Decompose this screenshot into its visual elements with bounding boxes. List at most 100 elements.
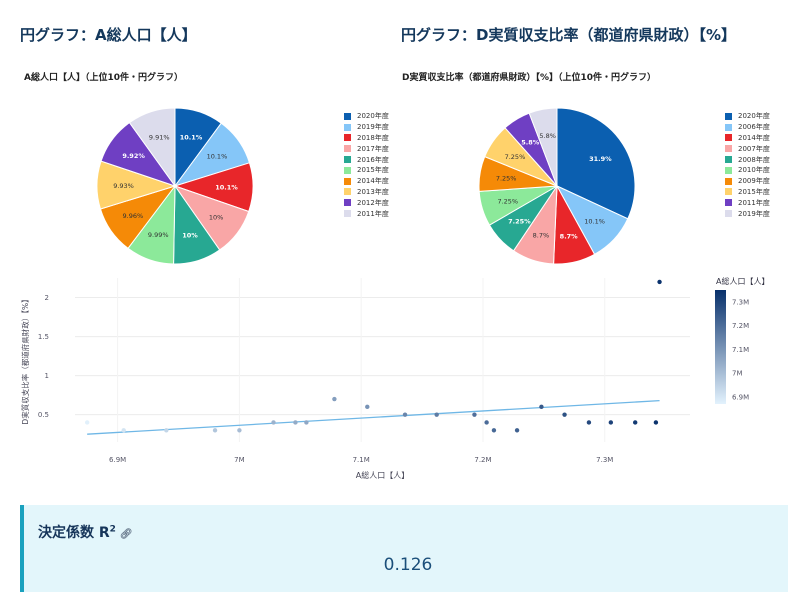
scatter-point[interactable]	[293, 420, 298, 425]
pie-a-legend-item[interactable]: 2015年度	[344, 165, 389, 176]
pie-a-legend-item[interactable]: 2020年度	[344, 111, 389, 122]
pie-d-legend-item[interactable]: 2011年度	[725, 197, 770, 208]
pie-a-slice-label: 9.99%	[148, 231, 169, 239]
x-axis-title: A総人口【人】	[356, 470, 409, 480]
scatter-point[interactable]	[212, 428, 218, 433]
link-icon[interactable]: 🔗︎	[119, 529, 133, 540]
pie-a-legend-item[interactable]: 2019年度	[344, 122, 389, 133]
pie-a-legend-item[interactable]: 2018年度	[344, 133, 389, 144]
pie-a-legend-swatch	[344, 112, 351, 120]
pie-d-legend-label: 2009年度	[738, 177, 770, 186]
scatter-point[interactable]	[472, 412, 477, 417]
y-axis-title: D実質収支比率（都道府県財政）【%】	[20, 295, 30, 424]
pie-d-slice-label: 7.25%	[508, 218, 531, 226]
pie-d-slice[interactable]	[528, 107, 558, 187]
pie-d-slice-label: 31.9%	[589, 155, 612, 163]
pie-d-legend-item[interactable]: 2008年度	[725, 154, 770, 165]
scatter-point[interactable]	[514, 428, 520, 433]
pie-d-legend-label: 2014年度	[738, 133, 770, 142]
r2-title-sup: 2	[109, 524, 116, 535]
pie-a-legend-swatch	[344, 156, 351, 164]
y-tick-label: 1.5	[38, 333, 49, 341]
scatter-point[interactable]	[657, 279, 662, 285]
pie-a-slice-label: 10.1%	[215, 183, 238, 191]
pie-d-legend-item[interactable]: 2010年度	[725, 165, 770, 176]
pie-d-legend-item[interactable]: 2015年度	[725, 187, 770, 198]
y-tick-label: 1	[45, 372, 49, 380]
pie-d-legend-label: 2020年度	[738, 112, 770, 121]
pie-a-legend-swatch	[344, 123, 351, 131]
scatter-point[interactable]	[484, 420, 489, 425]
pie-a-legend-item[interactable]: 2016年度	[344, 154, 389, 165]
pie-chart-population[interactable]: 10.1% 10.1% 10.1% 10% 10% 9.99% 9.96% 9.93% 9.92…	[90, 101, 260, 271]
pie-d-legend-item[interactable]: 2020年度	[725, 111, 770, 122]
pie-a-legend-item[interactable]: 2011年度	[344, 208, 389, 219]
colorbar-tick-label: 7M	[732, 370, 743, 378]
colorbar-tick-label: 7.3M	[732, 298, 749, 306]
pie-d-slice-label: 8.7%	[533, 231, 550, 239]
scatter-point[interactable]	[608, 420, 614, 425]
r2-value: 0.126	[383, 555, 433, 575]
pie-a-legend-label: 2012年度	[357, 198, 389, 207]
pie-a-legend-item[interactable]: 2012年度	[344, 197, 389, 208]
y-tick-label: 0.5	[38, 411, 49, 419]
pie-a-slice[interactable]	[128, 107, 176, 188]
x-tick-label: 7M	[234, 456, 245, 464]
pie-d-legend-item[interactable]: 2007年度	[725, 143, 770, 154]
colorbar-tick-label: 7.2M	[732, 322, 749, 330]
pie-a-legend[interactable]: 2020年度 2019年度 2018年度 2017年度 2016年度 2015年度 2014…	[344, 111, 389, 219]
pie-a-slice-label: 9.91%	[149, 133, 170, 141]
pie-a-slice-label: 10%	[209, 214, 223, 222]
pie-a-legend-label: 2020年度	[357, 112, 389, 121]
pie-a-legend-item[interactable]: 2014年度	[344, 176, 389, 187]
scatter-point[interactable]	[539, 404, 544, 410]
scatter-point[interactable]	[164, 428, 169, 433]
scatter-point[interactable]	[402, 412, 408, 417]
pie-d-legend-item[interactable]: 2009年度	[725, 176, 770, 187]
pie-d-slice-label: 7.25%	[496, 174, 517, 182]
pie-d-legend-label: 2015年度	[738, 187, 770, 196]
pie-chart-balance-ratio[interactable]: 31.9%10.1%8.7%8.7%7.25%7.25%7.25%7.25%5.…	[472, 101, 642, 271]
scatter-point[interactable]	[304, 420, 309, 425]
pie-d-slice-label: 8.7%	[560, 233, 579, 241]
pie-d-legend-swatch	[725, 145, 732, 153]
pie-a-heading: 円グラフ：A総人口【人】	[20, 26, 197, 44]
pie-a-slice-label: 9.96%	[123, 212, 144, 220]
pie-d-legend-item[interactable]: 2014年度	[725, 133, 770, 144]
scatter-point[interactable]	[121, 428, 126, 433]
pie-d-slice-label: 7.25%	[505, 153, 526, 161]
pie-d-legend-label: 2019年度	[738, 209, 770, 218]
colorbar-tick-label: 7.1M	[732, 346, 749, 354]
pie-d-legend-label: 2010年度	[738, 166, 770, 175]
pie-d-legend-label: 2006年度	[738, 123, 770, 132]
pie-a-legend-label: 2013年度	[357, 187, 389, 196]
pie-d-title: D実質収支比率（都道府県財政）【%】（上位10件・円グラフ）	[402, 73, 657, 83]
scatter-plot[interactable]: 0.5 1 1.5 2 6.9M 7M 7.1M 7.2M 7.3M A総人口【人】 D実質収支比率…	[0, 270, 800, 495]
scatter-point[interactable]	[434, 412, 439, 417]
pie-d-legend-swatch	[725, 210, 732, 218]
scatter-point[interactable]	[271, 420, 276, 425]
scatter-point[interactable]	[237, 428, 242, 433]
pie-a-slice-label: 9.93%	[113, 182, 134, 190]
pie-a-legend-item[interactable]: 2013年度	[344, 187, 389, 198]
pie-a-slice-label: 10%	[182, 232, 198, 240]
pie-a-legend-item[interactable]: 2017年度	[344, 143, 389, 154]
pie-a-legend-swatch	[344, 134, 351, 142]
pie-d-legend-item[interactable]: 2006年度	[725, 122, 770, 133]
pie-d-legend[interactable]: 2020年度 2006年度 2014年度 2007年度 2008年度 2010年度 2009…	[725, 111, 770, 219]
pie-d-legend-swatch	[725, 112, 732, 120]
scatter-point[interactable]	[586, 420, 592, 425]
scatter-point[interactable]	[365, 404, 370, 410]
scatter-point[interactable]	[632, 420, 638, 425]
scatter-point[interactable]	[84, 420, 90, 425]
scatter-point[interactable]	[332, 396, 337, 402]
scatter-point[interactable]	[562, 412, 567, 417]
pie-a-slice-label: 9.92%	[122, 152, 145, 160]
pie-d-legend-item[interactable]: 2019年度	[725, 208, 770, 219]
pie-d-legend-swatch	[725, 199, 732, 207]
pie-d-heading: 円グラフ：D実質収支比率（都道府県財政）【%】	[401, 26, 736, 44]
scatter-point[interactable]	[653, 420, 659, 425]
pie-d-slice[interactable]	[556, 107, 636, 220]
scatter-point[interactable]	[491, 428, 497, 433]
y-tick-label: 2	[45, 294, 49, 302]
